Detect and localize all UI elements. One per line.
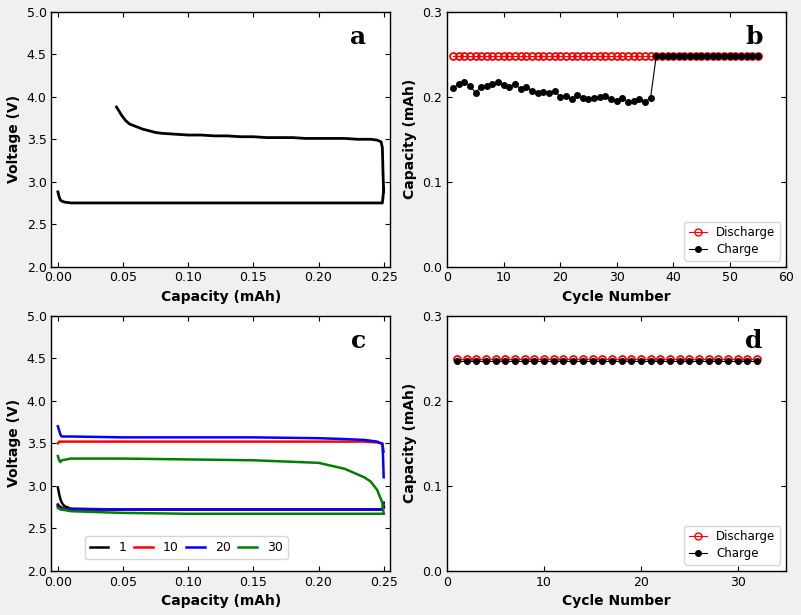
X-axis label: Capacity (mAh): Capacity (mAh) bbox=[161, 290, 281, 304]
X-axis label: Capacity (mAh): Capacity (mAh) bbox=[161, 594, 281, 608]
X-axis label: Cycle Number: Cycle Number bbox=[562, 290, 671, 304]
Y-axis label: Capacity (mAh): Capacity (mAh) bbox=[403, 383, 417, 504]
Legend: 1, 10, 20, 30: 1, 10, 20, 30 bbox=[85, 536, 288, 559]
X-axis label: Cycle Number: Cycle Number bbox=[562, 594, 671, 608]
Y-axis label: Voltage (V): Voltage (V) bbox=[7, 399, 21, 487]
Text: c: c bbox=[352, 328, 367, 353]
Legend: Discharge, Charge: Discharge, Charge bbox=[684, 526, 780, 565]
Legend: Discharge, Charge: Discharge, Charge bbox=[684, 222, 780, 261]
Text: d: d bbox=[745, 328, 763, 353]
Y-axis label: Capacity (mAh): Capacity (mAh) bbox=[403, 79, 417, 199]
Text: a: a bbox=[350, 25, 367, 49]
Text: b: b bbox=[745, 25, 763, 49]
Y-axis label: Voltage (V): Voltage (V) bbox=[7, 95, 21, 183]
